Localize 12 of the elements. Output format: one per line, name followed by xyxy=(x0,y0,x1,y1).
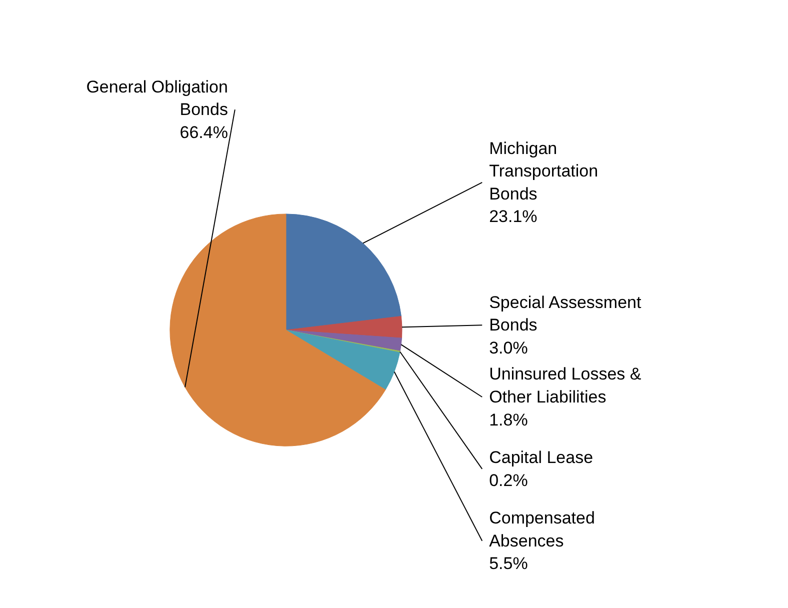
data-label: 3.0% xyxy=(489,338,528,358)
data-label: 23.1% xyxy=(489,207,538,226)
slice-label: Special Assessment Bonds xyxy=(489,292,642,335)
slice-label: Michigan Transportation Bonds xyxy=(489,138,598,204)
data-label: 0.2% xyxy=(489,470,528,490)
data-label: 66.4% xyxy=(180,122,228,142)
data-label: 1.8% xyxy=(489,410,528,430)
slice-label: Compensated Absences xyxy=(489,508,595,550)
slice-label: Capital Lease xyxy=(489,448,594,468)
data-label: 5.5% xyxy=(489,554,528,574)
slice-label: General Obligation Bonds xyxy=(86,77,228,120)
slice-label: Uninsured Losses & Other Liabilities xyxy=(489,364,642,407)
